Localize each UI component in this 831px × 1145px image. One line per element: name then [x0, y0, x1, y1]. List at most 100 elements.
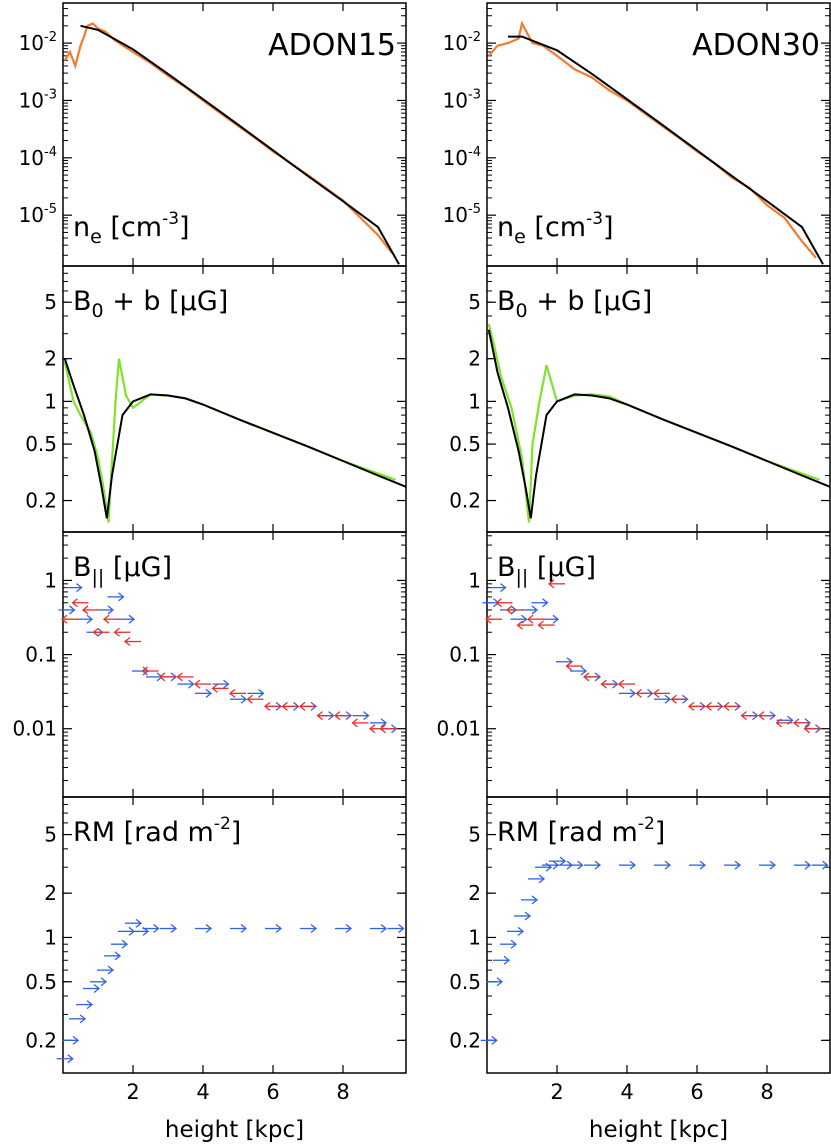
data-arrow: [142, 924, 160, 934]
arrow-head: [664, 860, 672, 870]
data-arrow: [83, 983, 101, 994]
data-arrow: [230, 924, 248, 934]
ylabel-main: n: [497, 212, 514, 243]
arrow-head: [107, 965, 115, 975]
panel-title: ADON15: [268, 28, 396, 63]
y-tick-label: 0.5: [449, 432, 481, 456]
x-tick-label: 8: [760, 1080, 773, 1104]
data-arrow: [689, 860, 707, 870]
data-arrow: [759, 860, 777, 870]
x-tick-value: 4: [620, 1080, 633, 1104]
arrow-head: [380, 924, 388, 934]
ylabel-superscript: -2: [214, 814, 231, 834]
data-arrow: [489, 583, 507, 593]
data-arrow: [281, 701, 299, 711]
y-tick-value: 0.1: [25, 643, 57, 667]
arrow-head: [516, 620, 523, 630]
data-arrow: [635, 688, 653, 698]
arrow-head: [652, 688, 660, 698]
arrow-head: [211, 683, 218, 693]
data-arrow: [298, 701, 316, 711]
y-tick-label: 10-3: [443, 87, 481, 112]
arrow-head: [538, 874, 546, 884]
ylabel-main: RM [rad m: [73, 817, 214, 848]
arrow-head: [740, 711, 747, 721]
data-arrow: [56, 1054, 74, 1064]
y-tick-label: 5: [44, 290, 57, 314]
arrow-head: [258, 688, 265, 698]
arrow-head: [368, 724, 376, 734]
data-arrow: [687, 701, 705, 711]
data-arrow: [76, 1000, 94, 1010]
data-arrow: [118, 614, 136, 624]
y-tick-value: 0.2: [449, 1028, 481, 1052]
y-tick-value: 2: [44, 347, 57, 371]
y-tick-value: 5: [468, 290, 481, 314]
x-tick-value: 8: [760, 1080, 773, 1104]
data-arrow: [617, 679, 635, 689]
y-tick-label: 0.1: [25, 643, 57, 667]
data-arrow: [300, 924, 318, 934]
arrow-head: [107, 605, 115, 615]
y-tick-value: 0.2: [449, 489, 481, 513]
arrow-head: [113, 627, 120, 637]
data-arrow: [652, 688, 670, 698]
arrow-head: [379, 724, 386, 734]
arrow-head: [114, 951, 122, 961]
y-tick-label: 0.2: [25, 1028, 57, 1052]
data-arrow: [333, 711, 351, 721]
data-arrow: [97, 605, 115, 615]
arrow-head: [629, 860, 637, 870]
ylabel-main: B: [497, 286, 516, 317]
data-arrow: [195, 688, 213, 698]
data-arrow: [521, 895, 539, 905]
arrow-head: [822, 860, 829, 870]
panel-adon30-RM: 5 2 1 0.5 0.2 RM [rad m-2] 2 4 6 8 height [kpc]: [449, 796, 831, 1143]
y-tick-mantissa: 10: [19, 31, 44, 55]
y-tick-label: 5: [44, 823, 57, 847]
data-arrow: [521, 605, 539, 615]
series-line-model: [63, 358, 407, 519]
panel-adon15-B: 5 2 1 0.5 0.2 B0 + b [μG]: [25, 265, 407, 533]
data-arrow: [76, 614, 94, 624]
y-tick-label: 0.2: [449, 489, 481, 513]
y-tick-value: 5: [44, 290, 57, 314]
data-arrow: [65, 583, 83, 593]
y-tick-label: 1: [468, 389, 481, 413]
y-tick-exponent: -5: [468, 202, 481, 217]
panel-title-text: ADON15: [268, 28, 396, 63]
ylabel-main: B: [73, 552, 92, 583]
data-arrow: [794, 860, 812, 870]
data-arrow: [351, 718, 369, 728]
data-arrow: [724, 860, 742, 870]
arrow-head: [804, 860, 812, 870]
data-arrow: [803, 724, 821, 734]
data-arrow: [113, 627, 131, 637]
panel-adon30-Bpar: 1 0.1 0.01 B|| [μG]: [436, 531, 831, 798]
ylabel-subscript: e: [514, 226, 526, 248]
data-arrow: [507, 926, 525, 936]
data-arrow: [600, 679, 618, 689]
y-tick-exponent: -5: [44, 202, 57, 217]
ylabel-subscript: 0: [516, 300, 528, 322]
arrow-head: [223, 679, 230, 689]
data-arrow: [71, 598, 89, 608]
panel-adon15-ne: 10-210-310-410-5ne [cm-3]ADON15: [19, 2, 407, 267]
series-line-simulation: [63, 358, 396, 523]
arrow-head: [205, 688, 213, 698]
ylabel-unit-close: ]: [179, 212, 190, 243]
y-tick-value: 5: [468, 823, 481, 847]
y-tick-exponent: -4: [468, 145, 481, 160]
arrow-head: [228, 688, 236, 698]
panel-ylabel: B|| [μG]: [497, 552, 596, 588]
arrow-head: [547, 579, 555, 589]
y-tick-label: 0.01: [436, 717, 481, 741]
arrow-head: [380, 718, 388, 728]
y-tick-label: 0.01: [12, 717, 57, 741]
x-tick-label: 4: [196, 1080, 209, 1104]
ylabel-main: B: [497, 552, 516, 583]
data-arrow: [90, 977, 108, 987]
arrow-head: [542, 598, 549, 608]
data-arrow: [495, 598, 513, 608]
y-tick-exponent: -2: [468, 30, 481, 45]
